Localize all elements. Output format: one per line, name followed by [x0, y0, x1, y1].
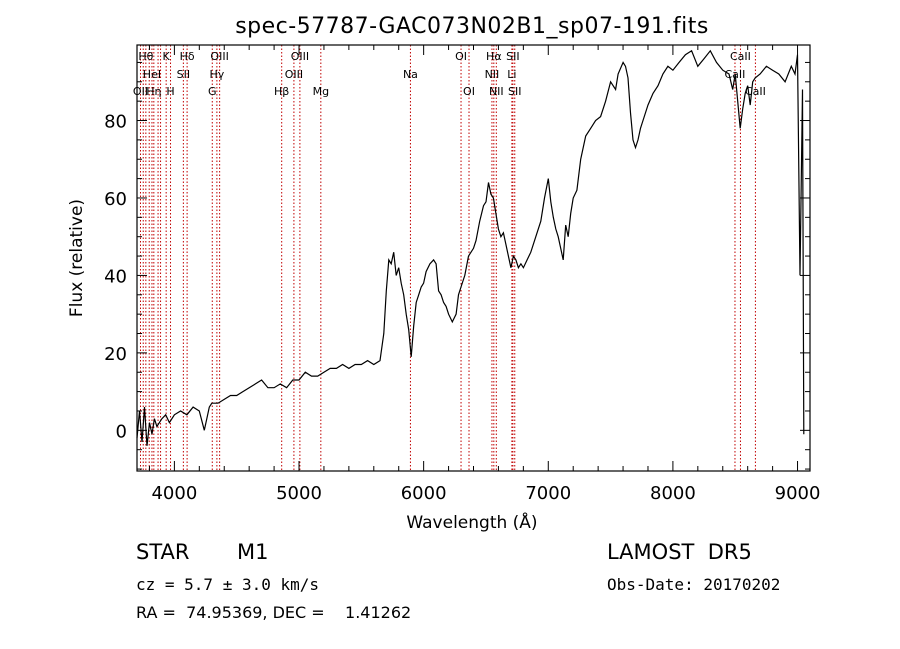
- object-subclass: M1: [237, 540, 269, 564]
- line-marker-label: Hβ: [274, 85, 289, 98]
- x-tick-label: 5000: [276, 483, 322, 504]
- line-marker-label: SII: [177, 68, 190, 81]
- spectrum-series-line: [136, 49, 805, 446]
- line-marker-label: CaII: [730, 50, 751, 63]
- y-tick-label: 20: [104, 344, 127, 365]
- spectral-line-labels: OIIHθHeIHηKHSIIHδGHγOIIIHβOIIIOIIIMgNaOI…: [133, 50, 766, 98]
- spectral-line-markers: [139, 45, 756, 471]
- line-marker-label: NII: [489, 85, 504, 98]
- chart-title: spec-57787-GAC073N02B1_sp07-191.fits: [235, 14, 709, 39]
- line-marker-label: Hδ: [180, 50, 195, 63]
- line-marker-label: Hθ: [138, 50, 153, 63]
- line-marker-label: G: [208, 85, 217, 98]
- survey-name: LAMOST DR5: [607, 540, 752, 564]
- line-marker-label: H: [166, 85, 174, 98]
- line-marker-label: CaII: [745, 85, 766, 98]
- line-marker-label: OIII: [285, 68, 303, 81]
- plot-frame: [136, 44, 811, 472]
- line-marker-label: OI: [463, 85, 475, 98]
- line-marker-label: K: [163, 50, 171, 63]
- line-marker-label: OIII: [210, 50, 228, 63]
- line-marker-label: Na: [403, 68, 418, 81]
- x-axis-label: Wavelength (Å): [406, 511, 537, 533]
- y-tick-label: 0: [116, 421, 127, 442]
- obs-date: Obs-Date: 20170202: [607, 575, 781, 594]
- coordinates: RA = 74.95369, DEC = 1.41262: [136, 603, 412, 622]
- line-marker-label: OI: [455, 50, 467, 63]
- y-axis-label: Flux (relative): [67, 199, 87, 317]
- line-marker-label: SII: [506, 50, 519, 63]
- line-marker-label: Li: [507, 68, 516, 81]
- x-tick-label: 9000: [775, 483, 821, 504]
- cz-value: cz = 5.7 ± 3.0 km/s: [136, 575, 320, 594]
- line-marker-label: OIII: [291, 50, 309, 63]
- line-marker-label: Hα: [486, 50, 502, 63]
- line-marker-label: Hη: [146, 85, 161, 98]
- line-marker-label: SII: [508, 85, 521, 98]
- object-class: STAR: [136, 540, 190, 564]
- x-tick-label: 4000: [151, 483, 197, 504]
- x-tick-label: 7000: [525, 483, 571, 504]
- y-tick-label: 80: [104, 112, 127, 133]
- line-marker-label: Mg: [313, 85, 329, 98]
- x-tick-label: 8000: [650, 483, 696, 504]
- line-marker-label: NII: [485, 68, 500, 81]
- x-tick-label: 6000: [401, 483, 447, 504]
- y-tick-label: 60: [104, 189, 127, 210]
- axis-ticks: 4000 5000 6000 7000 8000 9000 0 20 40 60 80: [104, 45, 820, 504]
- line-marker-label: Hγ: [209, 68, 224, 81]
- line-marker-label: HeI: [143, 68, 161, 81]
- y-tick-label: 40: [104, 266, 127, 287]
